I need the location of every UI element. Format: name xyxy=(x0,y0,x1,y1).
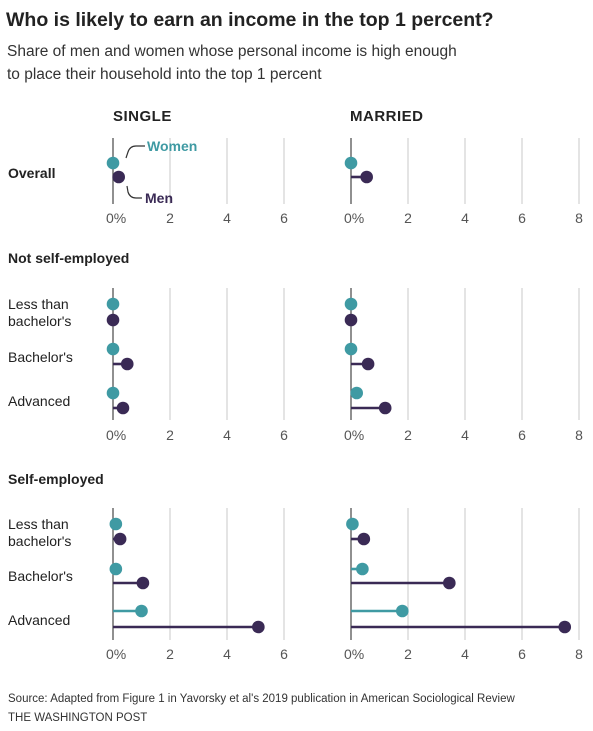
tick-label-single-0: 0% xyxy=(106,427,126,443)
section-title-not-self-employed: Not self-employed xyxy=(8,250,129,266)
chart-subtitle-line2: to place their household into the top 1 … xyxy=(7,66,322,83)
panel-title-married: MARRIED xyxy=(350,108,424,125)
tick-label-single-6: 6 xyxy=(280,646,288,662)
chart-title: Who is likely to earn an income in the t… xyxy=(6,9,494,31)
tick-label-single-4: 4 xyxy=(223,646,231,662)
women-annotation-leader xyxy=(125,145,145,159)
tick-label-single-4: 4 xyxy=(223,427,231,443)
tick-label-married-4: 4 xyxy=(461,646,469,662)
men-point-married xyxy=(558,620,572,634)
men-point-married xyxy=(357,532,371,546)
tick-label-married-4: 4 xyxy=(461,210,469,226)
tick-label-married-2: 2 xyxy=(404,427,412,443)
women-point-single xyxy=(109,562,123,576)
tick-label-married-0: 0% xyxy=(344,210,364,226)
section-title-self-employed: Self-employed xyxy=(8,471,104,487)
tick-label-single-2: 2 xyxy=(166,427,174,443)
women-point-single xyxy=(106,156,120,170)
men-point-married xyxy=(360,170,373,184)
row-label: Bachelor's xyxy=(8,568,73,584)
tick-label-married-6: 6 xyxy=(518,210,526,226)
men-annotation-leader xyxy=(126,185,142,199)
men-point-married xyxy=(344,313,358,327)
men-point-single xyxy=(252,620,265,634)
men-point-single xyxy=(120,357,134,371)
tick-label-married-6: 6 xyxy=(518,646,526,662)
row-label: Advanced xyxy=(8,612,70,628)
panel-title-single: SINGLE xyxy=(113,108,172,125)
legend-annotation: Women Men xyxy=(125,138,197,206)
women-point-married xyxy=(350,386,364,400)
men-point-single xyxy=(113,532,127,546)
tick-label-married-0: 0% xyxy=(344,427,364,443)
men-point-single xyxy=(106,313,120,327)
mark-layer xyxy=(106,156,572,634)
women-point-married xyxy=(356,562,369,576)
tick-label-married-8: 8 xyxy=(575,427,583,443)
tick-label-single-6: 6 xyxy=(280,210,288,226)
men-annotation: Men xyxy=(145,190,173,206)
tick-label-single-2: 2 xyxy=(166,210,174,226)
tick-label-single-4: 4 xyxy=(223,210,231,226)
tick-label-married-8: 8 xyxy=(575,210,583,226)
men-point-single xyxy=(112,170,125,184)
women-point-married xyxy=(344,342,358,356)
row-label: Advanced xyxy=(8,393,70,409)
row-label: bachelor's xyxy=(8,533,71,549)
tick-label-single-0: 0% xyxy=(106,210,126,226)
women-annotation: Women xyxy=(147,138,197,154)
tick-label-married-4: 4 xyxy=(461,427,469,443)
men-point-married xyxy=(443,576,456,590)
tick-label-married-2: 2 xyxy=(404,646,412,662)
credit-line: THE WASHINGTON POST xyxy=(8,712,147,724)
tick-label-single-6: 6 xyxy=(280,427,288,443)
women-point-single xyxy=(106,342,120,356)
men-point-single xyxy=(136,576,150,590)
men-point-married xyxy=(361,357,375,371)
women-point-single xyxy=(106,386,120,400)
women-point-married xyxy=(344,297,358,311)
row-label: Less than xyxy=(8,516,69,532)
tick-label-single-2: 2 xyxy=(166,646,174,662)
row-label: bachelor's xyxy=(8,313,71,329)
women-point-single xyxy=(106,297,120,311)
row-label: Less than xyxy=(8,296,69,312)
men-point-married xyxy=(378,401,392,415)
women-point-married xyxy=(346,517,359,531)
women-point-married xyxy=(396,604,409,618)
chart-subtitle-line1: Share of men and women whose personal in… xyxy=(7,43,457,60)
row-label: Bachelor's xyxy=(8,349,73,365)
tick-label-married-8: 8 xyxy=(575,646,583,662)
source-note: Source: Adapted from Figure 1 in Yavorsk… xyxy=(8,693,515,705)
row-label: Overall xyxy=(8,165,55,181)
tick-label-married-6: 6 xyxy=(518,427,526,443)
men-point-single xyxy=(116,401,130,415)
women-point-married xyxy=(344,156,358,170)
tick-label-married-0: 0% xyxy=(344,646,364,662)
women-point-single xyxy=(109,517,123,531)
tick-label-single-0: 0% xyxy=(106,646,126,662)
women-point-single xyxy=(135,604,148,618)
tick-label-married-2: 2 xyxy=(404,210,412,226)
